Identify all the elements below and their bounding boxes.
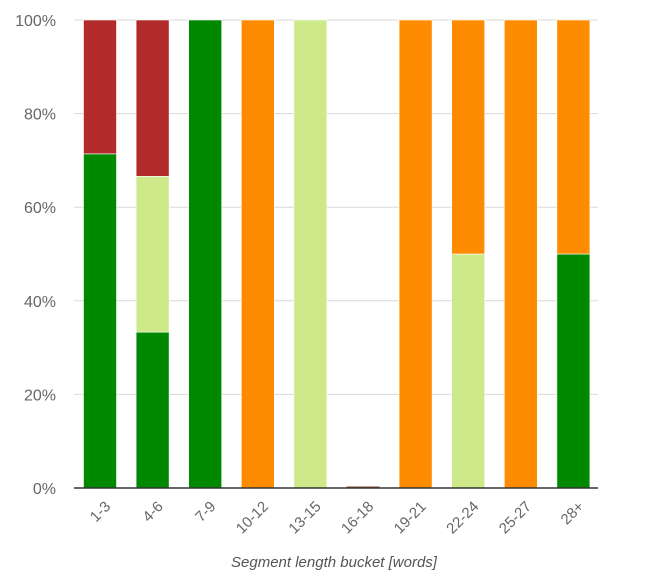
bar-segment bbox=[135, 176, 170, 333]
y-tick-label: 20% bbox=[24, 387, 56, 404]
y-axis-ticks: 0% 20% 40% 60% 80% 100% bbox=[15, 13, 56, 498]
x-tick-label: 13-15 bbox=[285, 498, 324, 537]
y-tick-label: 100% bbox=[15, 13, 56, 30]
bar-segment bbox=[398, 19, 433, 489]
y-tick-label: 80% bbox=[24, 107, 56, 124]
bar-segment bbox=[293, 19, 328, 489]
bar-segment bbox=[241, 19, 275, 489]
bar-segment bbox=[188, 19, 222, 489]
y-tick-label: 0% bbox=[33, 481, 56, 498]
bar-segment bbox=[556, 253, 591, 489]
x-tick-label: 1-3 bbox=[87, 498, 114, 525]
x-tick-label: 19-21 bbox=[391, 498, 430, 537]
x-tick-label: 4-6 bbox=[139, 498, 166, 525]
bar-segment bbox=[451, 253, 486, 489]
x-tick-label: 28+ bbox=[558, 498, 588, 528]
y-tick-label: 60% bbox=[24, 200, 56, 217]
bar-segment bbox=[135, 331, 170, 489]
bar-segment bbox=[135, 19, 170, 177]
y-tick-label: 40% bbox=[24, 294, 56, 311]
bar-segment bbox=[451, 19, 486, 255]
bar-segment bbox=[556, 19, 591, 255]
bar-segment bbox=[503, 19, 538, 489]
x-axis-label: Segment length bucket [words] bbox=[231, 554, 438, 571]
x-tick-label: 16-18 bbox=[338, 498, 377, 537]
x-tick-label: 22-24 bbox=[443, 498, 482, 537]
bars bbox=[83, 19, 591, 489]
x-tick-label: 7-9 bbox=[192, 498, 219, 525]
x-tick-label: 25-27 bbox=[496, 498, 535, 537]
bar-segment bbox=[83, 19, 117, 155]
x-tick-label: 10-12 bbox=[233, 498, 272, 537]
bar-segment bbox=[83, 153, 117, 489]
x-axis-ticks: 1-3 4-6 7-9 10-12 13-15 16-18 19-21 22-24 25-27 2… bbox=[87, 498, 588, 537]
